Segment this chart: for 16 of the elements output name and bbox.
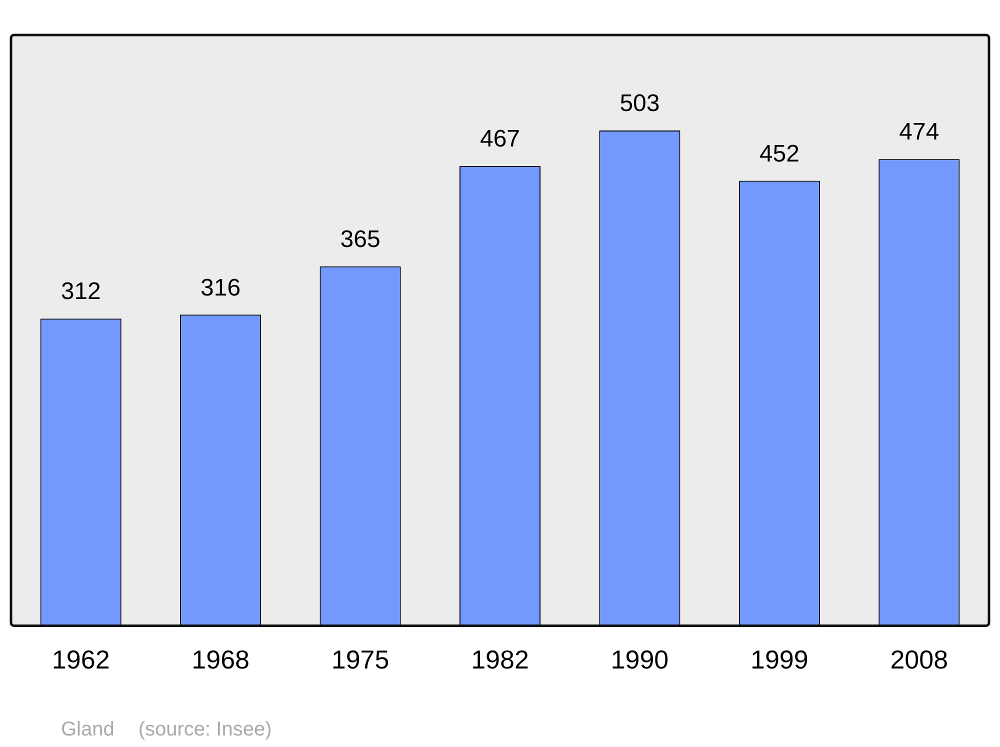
- x-tick-label: 1962: [52, 644, 110, 675]
- data-label: 452: [759, 140, 800, 168]
- data-label: 316: [200, 274, 241, 302]
- x-tick-label: 1982: [471, 644, 529, 675]
- text: Gland: [61, 718, 114, 741]
- x-tick-label: 1999: [750, 644, 808, 675]
- x-tick-label: 1968: [192, 644, 250, 675]
- data-label: 503: [620, 90, 660, 118]
- data-label: 467: [480, 126, 520, 153]
- data-label: 474: [899, 118, 940, 146]
- data-label: 312: [60, 278, 101, 306]
- x-tick-label: 2008: [890, 644, 948, 675]
- data-label: 365: [340, 226, 380, 254]
- x-tick-label: 1990: [610, 644, 669, 675]
- text: (source: Insee): [138, 718, 272, 741]
- x-tick-label: 1975: [331, 644, 390, 675]
